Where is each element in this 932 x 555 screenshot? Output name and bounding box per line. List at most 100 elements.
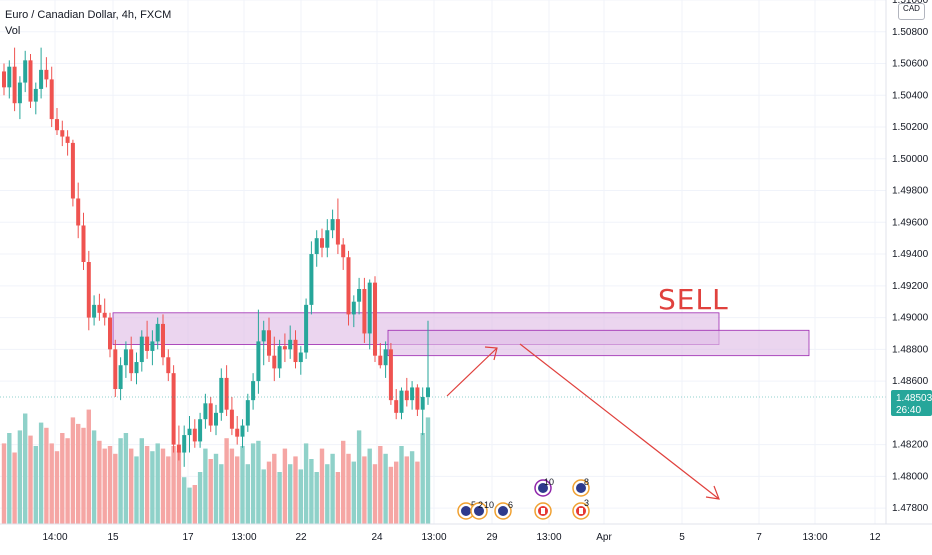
currency-code: CAD — [903, 4, 920, 13]
price-tick-label: 1.50800 — [892, 27, 929, 38]
candle-body — [351, 301, 356, 315]
candle-body — [426, 387, 430, 397]
volume-bar — [335, 472, 341, 524]
volume-indicator-label[interactable]: Vol — [5, 25, 21, 37]
time-tick-label: 13:00 — [231, 532, 256, 543]
event-count: 2 — [478, 500, 483, 510]
candle-body — [288, 339, 293, 350]
event-ca-1[interactable] — [534, 502, 552, 520]
candle-body — [97, 304, 102, 313]
candle-body — [176, 444, 181, 453]
volume-bar — [399, 446, 404, 524]
price-tick-label: 1.48800 — [892, 344, 929, 355]
candle-body — [314, 238, 319, 255]
candle-body — [92, 304, 97, 318]
volume-bar — [367, 448, 372, 524]
candle-body — [335, 219, 340, 245]
volume-bar — [235, 456, 240, 524]
candle-body — [44, 69, 49, 80]
volume-bar — [261, 469, 266, 524]
arrow-up-line[interactable] — [446, 347, 498, 397]
candle-body — [134, 362, 139, 374]
candle-body — [7, 66, 12, 88]
candle-body — [155, 323, 160, 342]
supply-zones[interactable] — [112, 312, 810, 357]
event-eu-3[interactable]: 6 — [494, 500, 513, 520]
event-count: 10 — [484, 500, 494, 510]
volume-bar — [208, 459, 213, 524]
arrow-down-line[interactable] — [519, 343, 720, 500]
drawing-arrows[interactable]: SELL — [446, 283, 729, 500]
volume-bar — [256, 440, 261, 524]
sell-label[interactable]: SELL — [658, 283, 729, 316]
chart-legend[interactable]: Euro / Canadian Dollar, 4h, FXCM Vol — [5, 7, 171, 39]
candle-body — [309, 254, 314, 305]
candle-body — [272, 355, 277, 369]
candle-body — [219, 377, 224, 413]
candle-body — [65, 136, 70, 143]
volume-bar — [17, 430, 23, 524]
volume-bar — [81, 427, 86, 524]
time-tick-label: 29 — [486, 532, 498, 543]
candle-body — [240, 425, 245, 437]
price-tick-label: 1.49600 — [892, 217, 929, 228]
candle-body — [256, 341, 261, 382]
volume-bar — [76, 423, 81, 524]
event-ca-2[interactable]: 3 — [572, 498, 590, 520]
volume-bar — [123, 433, 129, 524]
symbol-title[interactable]: Euro / Canadian Dollar, 4h, FXCM — [5, 9, 172, 21]
candle-body — [277, 346, 282, 369]
economic-events[interactable]: 5 2 10 6 10 — [457, 477, 590, 520]
candle-body — [383, 349, 388, 366]
candle-body — [394, 400, 399, 413]
volume-bar — [383, 453, 388, 524]
candle-body — [404, 390, 409, 401]
event-eu-2[interactable]: 2 10 — [470, 500, 494, 520]
volume-bar — [118, 438, 123, 524]
currency-badge[interactable]: CAD — [898, 3, 925, 20]
arrow-down-head — [705, 485, 720, 500]
candle-body — [17, 82, 22, 104]
volume-bar — [49, 443, 54, 524]
price-tick-label: 1.50600 — [892, 59, 929, 70]
candle-body — [161, 323, 165, 358]
volume-bar — [60, 433, 65, 524]
candle-body — [214, 412, 218, 426]
volume-bar — [192, 485, 197, 524]
price-axis[interactable]: 1.510001.508001.506001.504001.502001.500… — [885, 0, 929, 524]
time-axis[interactable]: 14:00 15 17 13:00 22 24 13:00 29 13:00 Apr 5 7 13:00… — [0, 523, 932, 543]
time-tick-label: Apr — [596, 532, 612, 543]
candle-body — [198, 419, 203, 442]
volume-bar — [219, 464, 224, 524]
event-count: 10 — [544, 477, 554, 487]
candle-body — [330, 219, 335, 231]
volume-bar — [139, 438, 144, 524]
candle-body — [415, 387, 420, 410]
candle-body — [28, 60, 33, 102]
event-eu-5[interactable]: 8 — [572, 477, 590, 497]
time-tick-label: 13:00 — [536, 532, 561, 543]
event-count: 6 — [508, 500, 513, 510]
candle-body — [362, 288, 367, 334]
event-eu-4[interactable]: 10 — [534, 477, 554, 497]
price-tick-label: 1.50000 — [892, 154, 929, 165]
supply-zone-rect[interactable] — [387, 329, 810, 357]
volume-bar — [150, 451, 155, 524]
price-tick-label: 1.48600 — [892, 376, 929, 387]
volume-bar — [330, 453, 335, 524]
volume-bar — [224, 438, 229, 524]
candle-body — [39, 69, 44, 89]
candle-body — [2, 71, 6, 88]
volume-bar — [160, 448, 166, 524]
volume-bar — [166, 456, 171, 524]
volume-bar — [245, 464, 250, 524]
volume-bar — [86, 409, 91, 524]
volume-bar — [187, 487, 192, 524]
volume-bar — [362, 456, 367, 524]
volume-bar — [309, 459, 314, 524]
candle-body — [171, 373, 176, 445]
volume-bar — [314, 472, 319, 524]
grid — [0, 0, 886, 524]
